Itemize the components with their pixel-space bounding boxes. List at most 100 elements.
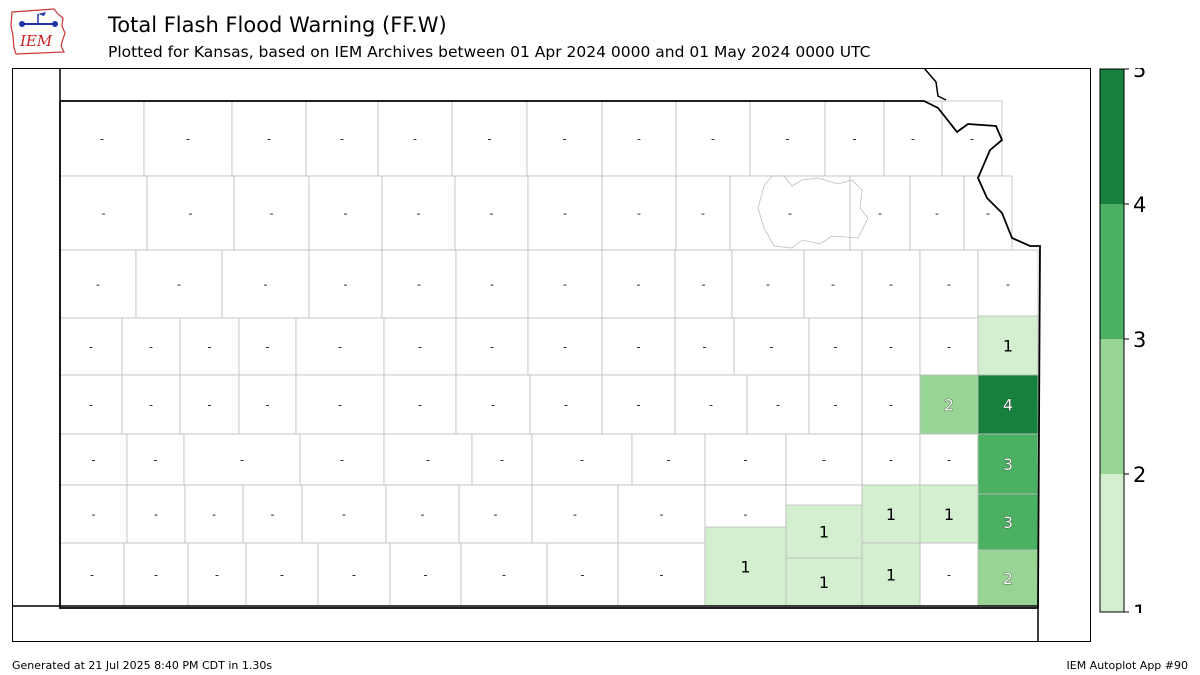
- zero-marker: -: [154, 569, 158, 582]
- count-label-chautauqua: 1: [819, 523, 829, 542]
- zero-marker: -: [947, 569, 951, 582]
- zero-marker: -: [89, 341, 93, 354]
- count-label-linn: 4: [1003, 396, 1013, 415]
- county-r1-c1: [146, 175, 235, 251]
- count-label-miami: 2: [944, 396, 954, 415]
- county-r0-c11: [883, 100, 943, 177]
- county-r3-c13: [919, 317, 979, 376]
- zero-marker: -: [573, 508, 577, 521]
- county-r1-c12: [963, 175, 1013, 251]
- county-r1-c11: [909, 175, 965, 251]
- county-fill-leavenworth-wyandotte: [977, 315, 1039, 376]
- county-r0-c1: [143, 100, 233, 177]
- zero-marker: -: [340, 133, 344, 146]
- county-r6-c7: [531, 484, 619, 544]
- county-r4-c6: [455, 374, 531, 435]
- county-r3-c3: [238, 317, 297, 376]
- zero-marker: -: [667, 454, 671, 467]
- zero-marker: -: [418, 399, 422, 412]
- county-fill-bourbon: [977, 433, 1039, 495]
- county-r7-c8: [617, 542, 706, 607]
- zero-marker: -: [580, 454, 584, 467]
- county-r0-c7: [601, 100, 677, 177]
- zero-marker: -: [490, 207, 494, 220]
- zero-marker: -: [149, 399, 153, 412]
- county-r3-c4: [295, 317, 385, 376]
- county-r2-c3: [308, 249, 383, 319]
- zero-marker: -: [352, 569, 356, 582]
- county-r0-c5: [451, 100, 528, 177]
- zero-marker: -: [426, 454, 430, 467]
- zero-marker: -: [563, 207, 567, 220]
- zero-marker: -: [240, 454, 244, 467]
- county-r1-c8: [675, 175, 731, 251]
- zero-marker: -: [491, 399, 495, 412]
- county-r1-c6: [527, 175, 603, 251]
- count-label-crawford: 3: [1003, 513, 1013, 532]
- zero-marker: -: [92, 508, 96, 521]
- zero-marker: -: [92, 454, 96, 467]
- warning-count-labels: 1 2 4 3 3 2 1 1 1 1 1 1: [740, 337, 1013, 593]
- county-r4-c12: [861, 374, 921, 435]
- county-fill-chautauqua: [785, 504, 863, 559]
- county-r1-c7: [601, 175, 677, 251]
- zero-marker: -: [344, 207, 348, 220]
- zero-marker: -: [564, 399, 568, 412]
- county-r0-c10: [824, 100, 885, 177]
- zero-marker: -: [417, 207, 421, 220]
- zero-marker: -: [424, 569, 428, 582]
- county-fill-wilson: [861, 484, 921, 544]
- county-r6-c3: [242, 484, 303, 544]
- zero-marker: -: [834, 341, 838, 354]
- county-r1-c5: [454, 175, 529, 251]
- zero-marker: -: [563, 133, 567, 146]
- zero-marker: -: [418, 341, 422, 354]
- colorbar-tick-label: 4: [1133, 193, 1146, 217]
- zero-marker: -: [637, 207, 641, 220]
- zero-marker: -: [776, 399, 780, 412]
- colorbar-level-1: [1100, 474, 1124, 612]
- zero-marker: -: [709, 399, 713, 412]
- iem-logo: IEM: [10, 8, 66, 55]
- zero-marker: -: [338, 399, 342, 412]
- county-r5-c3: [299, 433, 385, 486]
- map-title: Total Flash Flood Warning (FF.W): [108, 13, 447, 37]
- county-r4-c9: [674, 374, 748, 435]
- colorbar-tick-label: 2: [1133, 463, 1146, 487]
- county-r3-c0: [59, 317, 123, 376]
- count-label-cowley: 1: [740, 558, 750, 577]
- county-r3-c9: [674, 317, 735, 376]
- county-r0-c4: [377, 100, 453, 177]
- map-subtitle: Plotted for Kansas, based on IEM Archive…: [108, 43, 871, 61]
- zero-marker: -: [834, 399, 838, 412]
- county-r4-c4: [295, 374, 385, 435]
- zero-marker: -: [149, 341, 153, 354]
- county-r7-c4: [317, 542, 391, 607]
- zero-marker: -: [90, 569, 94, 582]
- zero-marker: -: [208, 399, 212, 412]
- county-r1-c0: [59, 175, 148, 251]
- zero-marker: -: [189, 207, 193, 220]
- county-r6-c6: [458, 484, 533, 544]
- county-r2-c2: [221, 249, 310, 319]
- zero-marker: -: [186, 133, 190, 146]
- zero-marker: -: [494, 508, 498, 521]
- county-fill-cherokee: [977, 549, 1039, 607]
- colorbar-level-2: [1100, 339, 1124, 474]
- zero-marker: -: [788, 207, 792, 220]
- zero-marker: -: [637, 341, 641, 354]
- zero-marker: -: [280, 569, 284, 582]
- county-r4-c3: [238, 374, 297, 435]
- county-fill-miami: [919, 374, 979, 435]
- zero-marker: -: [215, 569, 219, 582]
- colorbar-tick-label: 3: [1133, 328, 1146, 352]
- county-r0-c12: [941, 100, 1003, 177]
- zero-marker: -: [212, 508, 216, 521]
- zero-marker: -: [970, 133, 974, 146]
- county-fill-neosho: [919, 484, 979, 544]
- county-r3-c12: [861, 317, 921, 376]
- county-r4-c8: [601, 374, 676, 435]
- zero-marker: -: [878, 207, 882, 220]
- zero-marker: -: [177, 278, 181, 291]
- zero-marker: -: [413, 133, 417, 146]
